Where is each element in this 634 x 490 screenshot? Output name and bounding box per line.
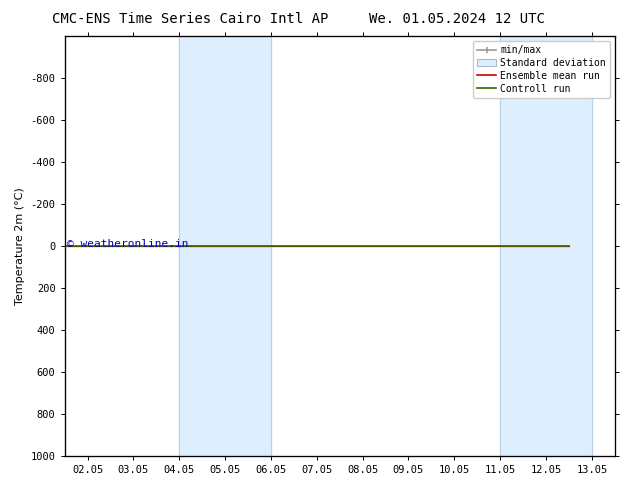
Legend: min/max, Standard deviation, Ensemble mean run, Controll run: min/max, Standard deviation, Ensemble me… — [473, 41, 610, 98]
Text: We. 01.05.2024 12 UTC: We. 01.05.2024 12 UTC — [368, 12, 545, 26]
Bar — [500, 36, 592, 456]
Y-axis label: Temperature 2m (°C): Temperature 2m (°C) — [15, 187, 25, 305]
Bar — [179, 36, 271, 456]
Text: © weatheronline.in: © weatheronline.in — [67, 239, 189, 249]
Text: CMC-ENS Time Series Cairo Intl AP: CMC-ENS Time Series Cairo Intl AP — [52, 12, 328, 26]
